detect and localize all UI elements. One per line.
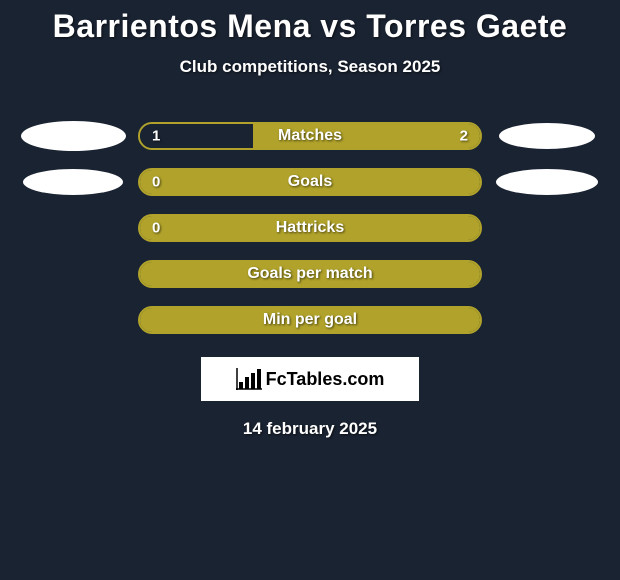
subtitle: Club competitions, Season 2025 [0, 57, 620, 77]
logo-box: FcTables.com [201, 357, 419, 401]
stat-bar: 0 Goals [138, 168, 482, 196]
stat-label: Matches [140, 127, 480, 145]
right-side [482, 123, 612, 149]
stats-container: 1 Matches 2 0 Goals 0 Hattricks [0, 113, 620, 343]
stat-row: 1 Matches 2 [0, 113, 620, 159]
right-ellipse-icon [499, 123, 595, 149]
stat-label: Goals [140, 173, 480, 191]
left-ellipse-icon [23, 169, 123, 195]
logo-text: FcTables.com [266, 369, 385, 390]
stat-bar: Min per goal [138, 306, 482, 334]
stat-row: Min per goal [0, 297, 620, 343]
right-side [482, 169, 612, 195]
page-title: Barrientos Mena vs Torres Gaete [0, 0, 620, 45]
stat-label: Hattricks [140, 219, 480, 237]
date-text: 14 february 2025 [0, 419, 620, 439]
stat-row: Goals per match [0, 251, 620, 297]
logo: FcTables.com [236, 368, 385, 390]
bars-chart-icon [236, 368, 262, 390]
stat-bar: 1 Matches 2 [138, 122, 482, 150]
stat-label: Min per goal [140, 311, 480, 329]
left-side [8, 121, 138, 151]
stat-label: Goals per match [140, 265, 480, 283]
left-side [8, 169, 138, 195]
stat-row: 0 Goals [0, 159, 620, 205]
left-ellipse-icon [21, 121, 126, 151]
stat-bar: 0 Hattricks [138, 214, 482, 242]
stat-bar: Goals per match [138, 260, 482, 288]
right-ellipse-icon [496, 169, 598, 195]
stat-row: 0 Hattricks [0, 205, 620, 251]
stat-value-right: 2 [460, 128, 468, 145]
